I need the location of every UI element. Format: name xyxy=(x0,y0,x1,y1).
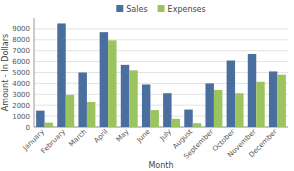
y-tick-label: 6000 xyxy=(12,58,30,66)
legend-swatch xyxy=(116,5,123,12)
bar xyxy=(100,32,108,127)
bar xyxy=(235,93,243,127)
bar xyxy=(248,54,256,127)
grid-line xyxy=(34,28,288,29)
chart: 0100020003000400050006000700080009000Jan… xyxy=(0,0,294,171)
bar xyxy=(121,65,129,127)
bar xyxy=(142,84,150,127)
bar xyxy=(129,70,137,127)
legend: Sales Expenses xyxy=(116,5,205,14)
x-tick-label: April xyxy=(93,128,110,145)
bar xyxy=(184,110,192,127)
y-tick-label: 3000 xyxy=(12,91,30,99)
bar xyxy=(277,75,285,127)
x-tick-label: July xyxy=(158,128,173,143)
bar xyxy=(108,40,116,127)
x-tick-label: December xyxy=(247,128,278,159)
bar xyxy=(163,93,171,127)
y-tick-label: 8000 xyxy=(12,36,30,44)
bar xyxy=(256,82,264,127)
x-tick-label: March xyxy=(68,128,89,149)
bar xyxy=(57,23,65,127)
legend-label: Sales xyxy=(126,5,147,14)
bar xyxy=(193,123,201,127)
bar xyxy=(45,123,53,127)
x-tick-label: September xyxy=(182,128,215,161)
bar xyxy=(150,110,158,127)
bar xyxy=(36,111,44,127)
grid-line xyxy=(34,39,288,40)
y-axis-line xyxy=(34,18,35,127)
y-axis-label: Amount - In Dollars xyxy=(1,34,10,111)
y-tick-label: 2000 xyxy=(12,102,30,110)
legend-swatch xyxy=(158,5,165,12)
grid-line xyxy=(34,50,288,51)
bar xyxy=(214,90,222,127)
y-tick-label: 9000 xyxy=(12,25,30,33)
bar xyxy=(78,73,86,128)
y-tick-label: 1000 xyxy=(12,113,30,121)
bar xyxy=(269,71,277,127)
x-axis-label: Month xyxy=(148,161,173,170)
y-tick-label: 0 xyxy=(26,124,30,132)
bar xyxy=(87,102,95,127)
x-tick-label: February xyxy=(40,128,68,156)
y-tick-label: 7000 xyxy=(12,47,30,55)
x-tick-label: June xyxy=(135,128,152,145)
bar xyxy=(172,119,180,127)
y-tick-label: 5000 xyxy=(12,69,30,77)
bars xyxy=(36,23,286,127)
legend-label: Expenses xyxy=(168,5,206,14)
bar xyxy=(227,61,235,127)
y-tick-label: 4000 xyxy=(12,80,30,88)
x-tick-label: May xyxy=(115,128,131,144)
bar xyxy=(205,83,213,127)
bar xyxy=(66,95,74,127)
